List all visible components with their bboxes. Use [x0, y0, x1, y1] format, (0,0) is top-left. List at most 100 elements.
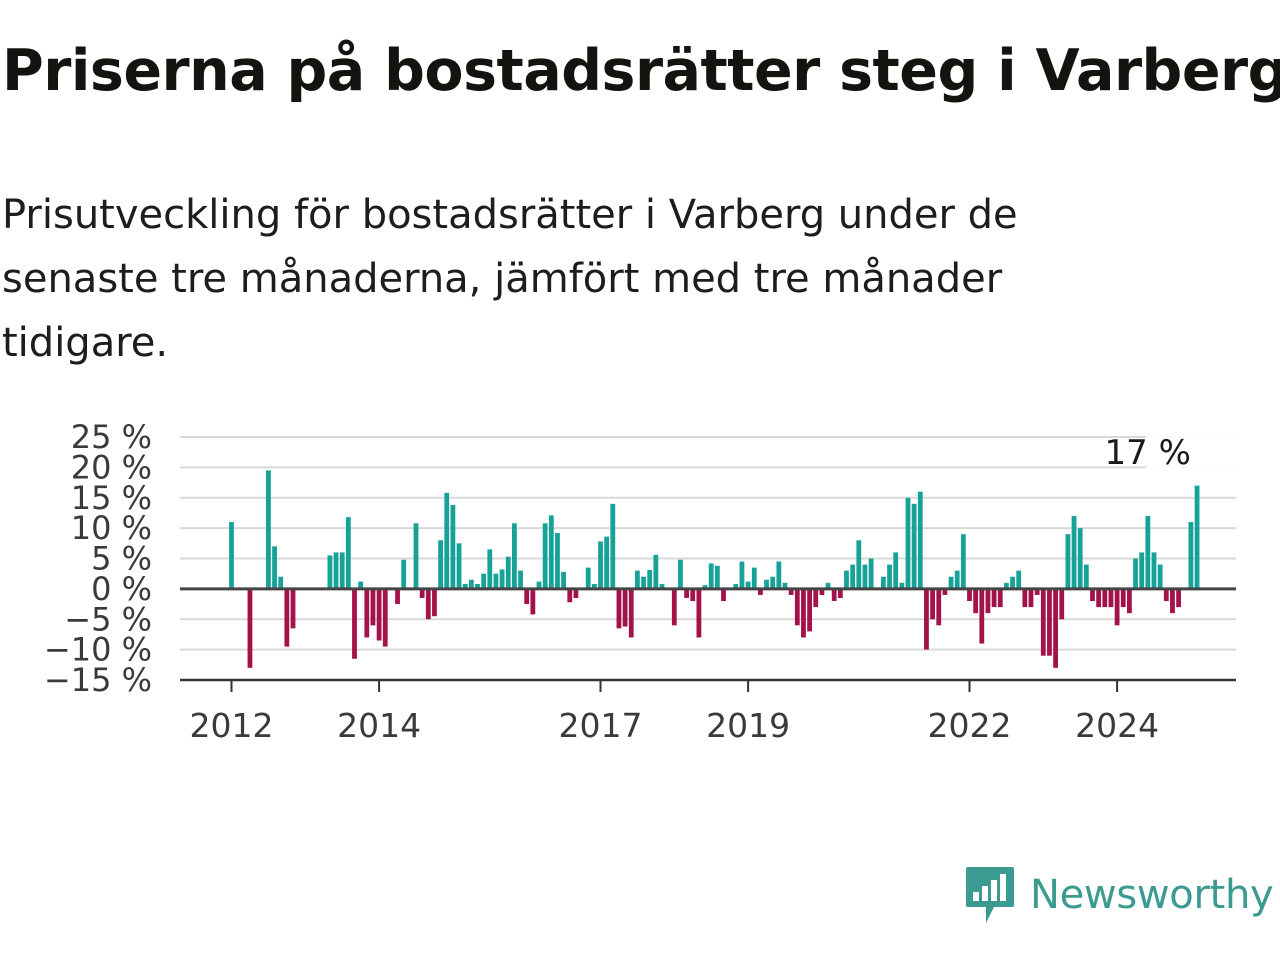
bar [819, 588, 825, 595]
bar [567, 588, 573, 603]
bar [462, 584, 468, 589]
bar [807, 588, 812, 632]
callout-label: 17 % [1105, 433, 1191, 473]
bar [290, 588, 296, 629]
y-tick-label: −10 % [44, 631, 152, 669]
bar [967, 588, 972, 602]
bar [1034, 588, 1040, 595]
bar [450, 505, 456, 589]
bar [432, 588, 437, 617]
bar [278, 576, 284, 589]
bar [684, 588, 689, 598]
bar [1090, 588, 1095, 602]
y-tick-label: 5 % [91, 540, 152, 578]
bar [333, 552, 339, 589]
bar [364, 588, 370, 638]
bar [425, 588, 431, 620]
bar [493, 573, 499, 589]
bar [708, 563, 714, 589]
bar [505, 556, 511, 589]
bar-chart: 25 %20 %15 %10 %5 %0 %−5 %−10 %−15 % 201… [44, 418, 1236, 745]
bar [327, 555, 333, 589]
bar [1059, 588, 1065, 620]
bar [1114, 588, 1120, 626]
bar [1028, 588, 1034, 608]
bar [641, 576, 646, 589]
bar [905, 497, 911, 589]
x-axis-ticks: 2012 2014 2017 2019 2022 2024 [190, 680, 1159, 745]
bar [413, 523, 419, 589]
bar [862, 564, 868, 589]
bar [610, 503, 616, 589]
bar [1108, 588, 1114, 608]
y-axis-ticks: 25 %20 %15 %10 %5 %0 %−5 %−10 %−15 % [44, 418, 152, 699]
bar [1127, 588, 1132, 614]
bar [801, 588, 806, 638]
bar [856, 540, 862, 589]
bar [358, 581, 364, 589]
bar [284, 588, 290, 647]
y-tick-label: −5 % [64, 600, 152, 638]
bar [352, 588, 357, 659]
bar [1157, 564, 1163, 589]
bar [985, 588, 991, 614]
bar [653, 554, 659, 589]
bar [721, 588, 726, 602]
axes [180, 587, 1236, 682]
bar [782, 582, 788, 589]
bar [678, 559, 683, 589]
bar [1071, 515, 1077, 589]
bar [598, 541, 603, 589]
bar [770, 576, 776, 589]
bar [831, 588, 837, 602]
bar [671, 588, 677, 626]
bar [616, 588, 622, 629]
bar [1163, 588, 1169, 602]
bar [1102, 588, 1108, 608]
bar [229, 522, 234, 589]
y-tick-label: 15 % [71, 479, 152, 517]
bar [991, 588, 997, 608]
newsworthy-logo-icon [966, 867, 1014, 923]
brand-name: Newsworthy [1030, 872, 1274, 918]
y-tick-label: −15 % [44, 661, 152, 699]
bar [979, 588, 985, 644]
y-tick-label: 10 % [71, 509, 152, 547]
bar [924, 588, 929, 650]
bar [518, 570, 523, 589]
bar [997, 588, 1003, 608]
bar [868, 558, 874, 589]
chart-subtitle: Prisutveckling för bostadsrätter i Varbe… [2, 192, 1018, 366]
bar [954, 570, 960, 589]
bar [376, 588, 382, 641]
bar [936, 588, 942, 626]
bar [1065, 534, 1071, 589]
bar [813, 588, 819, 608]
bar [1133, 558, 1138, 589]
bar [573, 588, 579, 598]
bar [468, 579, 474, 589]
bar [1145, 515, 1151, 589]
newsworthy-logo: Newsworthy [964, 865, 1274, 925]
bar [973, 588, 979, 614]
bar [382, 588, 388, 647]
bar [948, 576, 954, 589]
bar [1022, 588, 1028, 608]
bar [456, 543, 462, 589]
bar [647, 570, 653, 589]
bar [794, 588, 800, 626]
bar [917, 491, 923, 589]
bar [1083, 564, 1089, 589]
bar [395, 588, 400, 605]
callout-background [1145, 434, 1236, 470]
bar [1151, 552, 1157, 589]
bar [1016, 570, 1022, 589]
bar [481, 573, 487, 589]
bar [850, 564, 856, 589]
bar [1139, 552, 1145, 589]
bar [604, 536, 610, 589]
bars [229, 470, 1200, 668]
bar [1096, 588, 1102, 608]
bar [272, 546, 277, 589]
bar [1176, 588, 1181, 608]
